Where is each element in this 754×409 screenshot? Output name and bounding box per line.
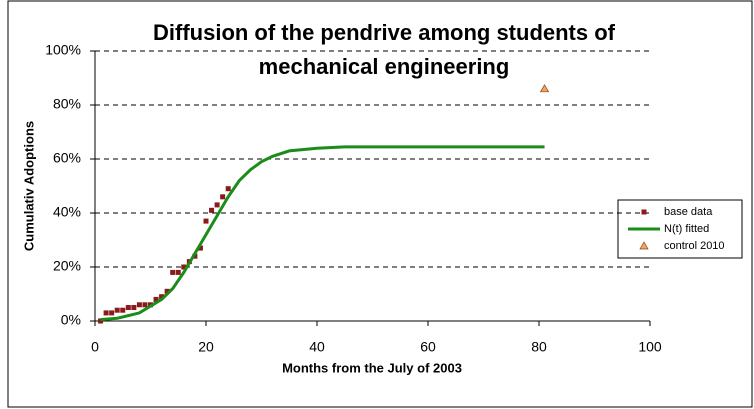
y-axis-title: Cumulativ Adoptions [21,121,36,251]
x-tick-label: 20 [198,339,214,355]
chart-title: Diffusion of the pendrive among students… [153,20,616,45]
data-point [131,305,137,310]
data-point [142,302,148,308]
chart-title: mechanical engineering [259,54,510,79]
legend-label: base data [664,206,713,218]
legend-label: control 2010 [664,240,725,252]
data-point [120,307,126,313]
data-point [203,218,209,224]
data-point [153,296,159,302]
x-tick-label: 0 [91,339,99,355]
x-axis-title: Months from the July of 2003 [282,360,462,375]
y-tick-label: 80% [53,96,81,112]
y-tick-label: 0% [61,312,81,328]
x-tick-label: 100 [638,339,662,355]
data-point [214,202,220,208]
fitted-line [100,145,545,322]
y-tick-label: 60% [53,150,81,166]
data-point [225,186,231,192]
y-tick-label: 100% [45,42,81,58]
x-tick-label: 80 [531,339,547,355]
data-point [539,84,550,93]
data-point [181,264,187,270]
data-point [220,194,226,200]
y-tick-label: 20% [53,258,81,274]
legend-swatch [639,241,649,250]
data-point [98,318,104,324]
data-point [170,269,176,275]
data-point [136,302,142,308]
y-tick-label: 40% [53,204,81,220]
data-point [114,307,120,313]
data-point [159,294,165,300]
x-tick-label: 60 [420,339,436,355]
data-point [197,245,203,251]
legend-label: N(t) fitted [664,223,709,235]
data-point [164,288,170,294]
data-point [125,305,131,310]
data-point [109,310,115,316]
x-tick-label: 40 [309,339,325,355]
legend-swatch [641,209,647,215]
data-point [175,269,181,275]
data-point [209,207,215,213]
data-point [103,310,109,316]
